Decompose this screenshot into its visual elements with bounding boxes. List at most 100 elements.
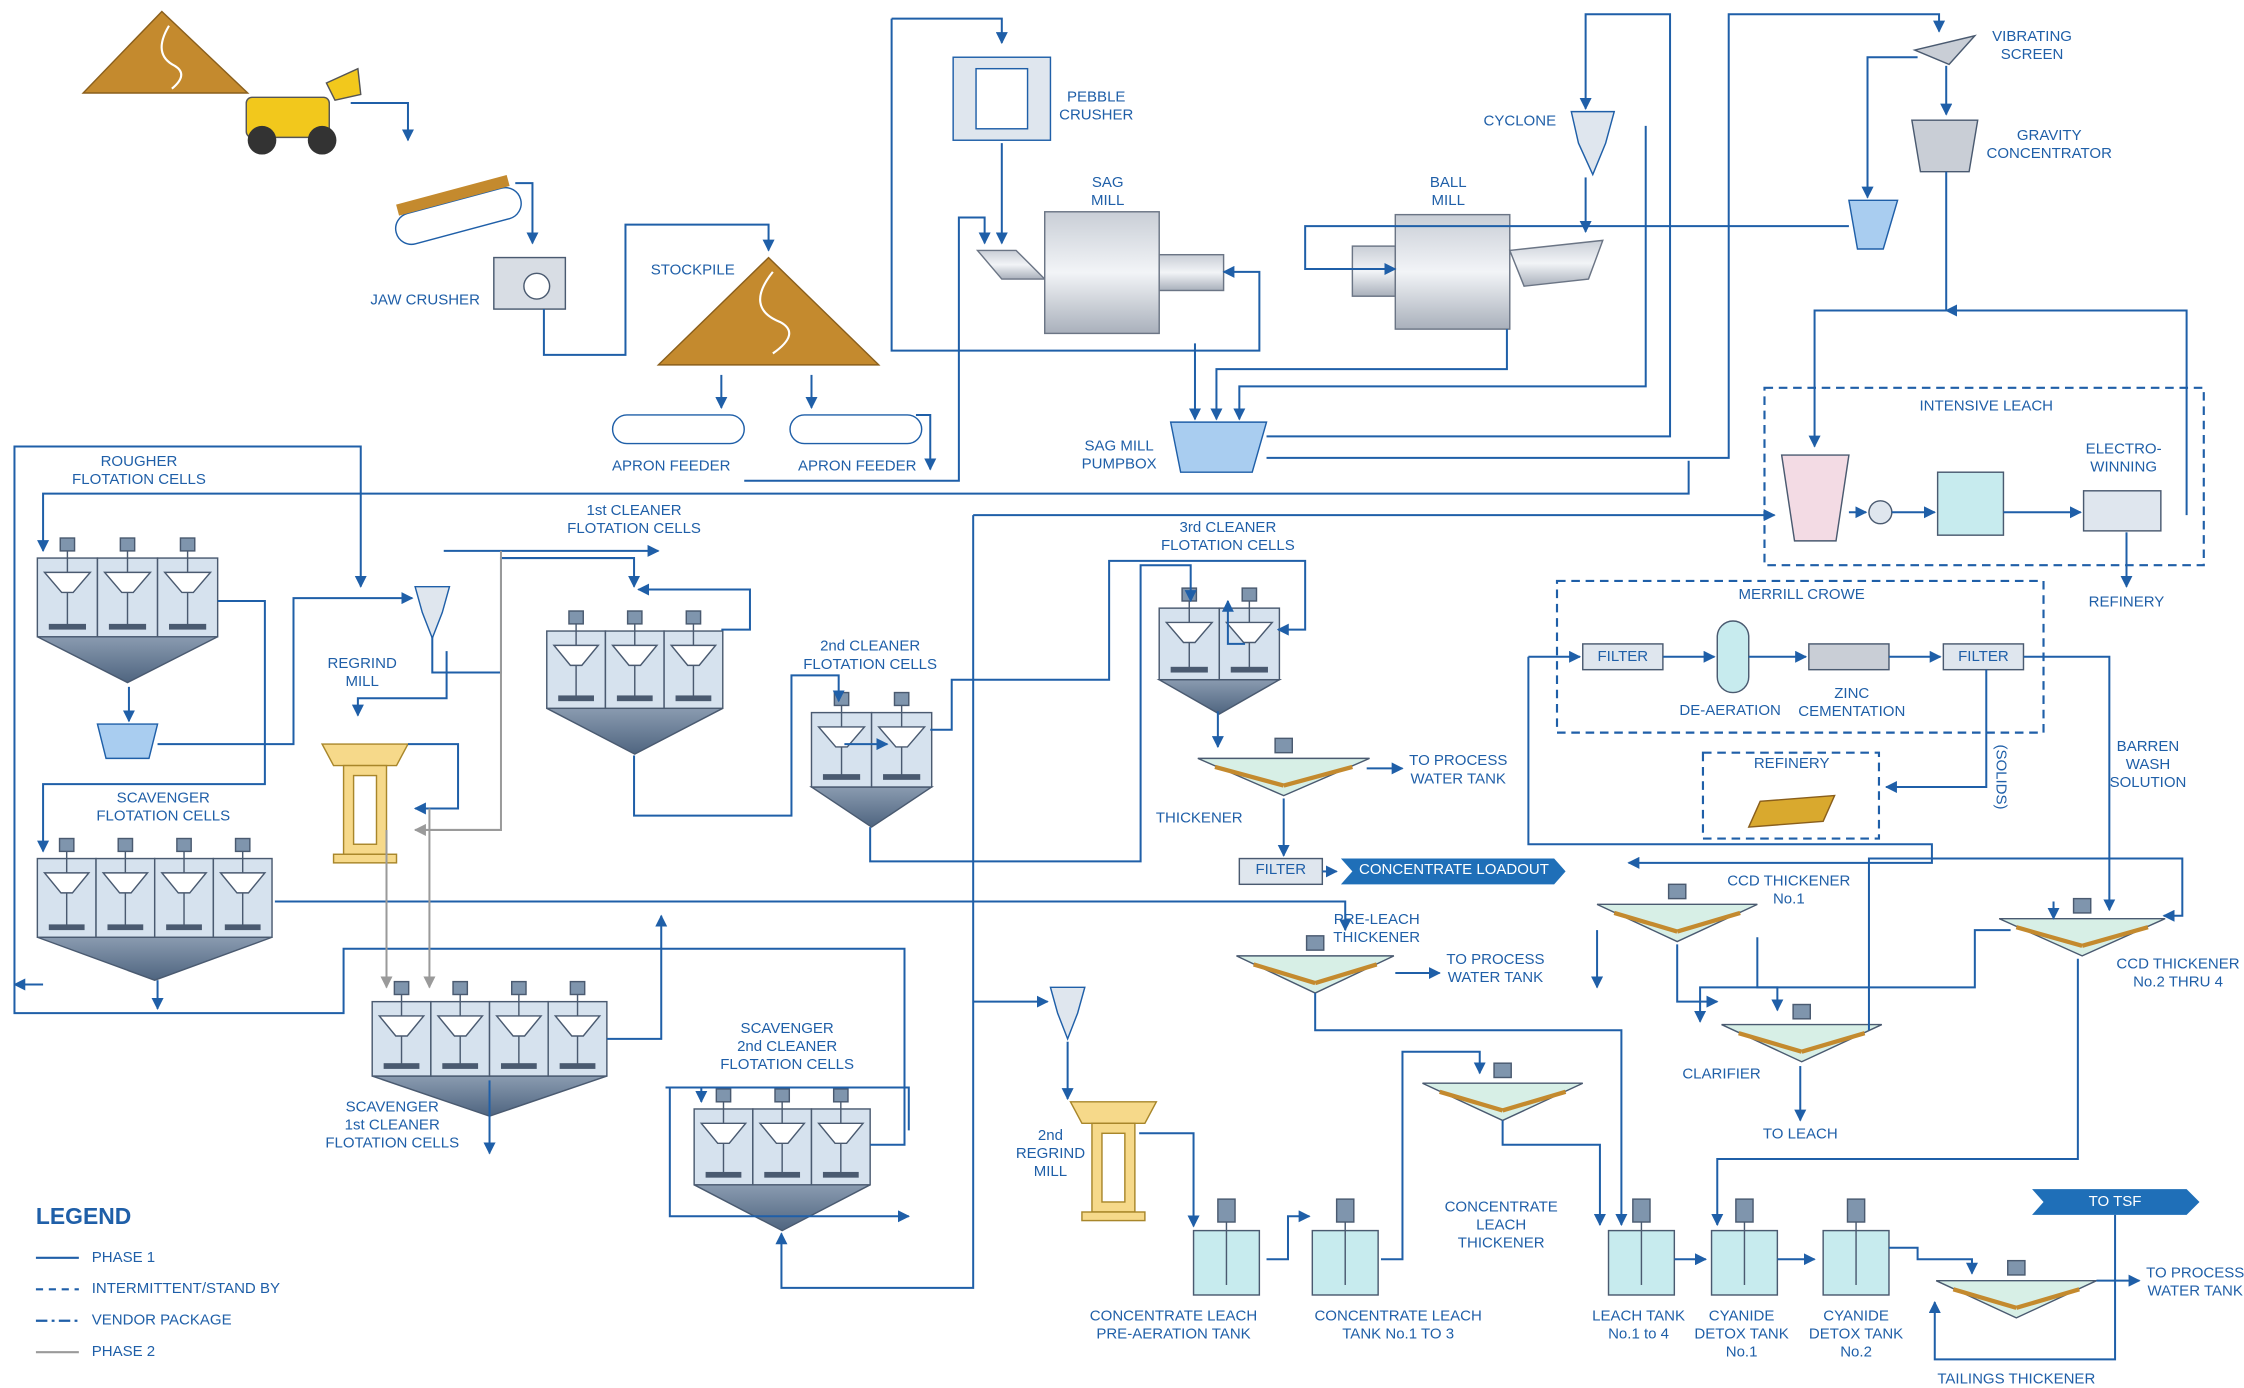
pipe [351,103,408,140]
label: MERRILL CROWE [1739,586,1865,603]
loader-wheel [248,126,277,155]
label: FILTER [1958,648,2009,665]
cell-rotor [501,1063,537,1069]
pipe [408,744,458,808]
electrowinning-cell [2084,491,2161,531]
label: SAG [1092,174,1124,191]
thickener-drive [1494,1063,1511,1077]
cell-drive [716,1089,730,1102]
cell-rotor [49,624,86,630]
hopper [97,724,157,758]
label: REGRIND [1016,1145,1085,1162]
label: No.1 [1726,1343,1758,1360]
process-flow-diagram: JAW CRUSHERSTOCKPILEPEBBLECRUSHERSAGMILL… [0,0,2244,1388]
cell-rotor [442,1063,478,1069]
label: WATER TANK [1448,969,1543,986]
legend-item: VENDOR PACKAGE [92,1312,232,1329]
pipe [1757,937,1777,1010]
pipe [2023,657,2109,910]
cell-drive [686,611,700,624]
label: WINNING [2090,458,2157,475]
cell-rotor [558,695,594,701]
loader-wheel [308,126,337,155]
pipe [1869,859,2182,1031]
pipe [1868,57,1918,197]
cell-rotor [764,1172,800,1178]
vibrating-screen [1915,36,1975,65]
label: CYANIDE [1823,1307,1889,1324]
label: STOCKPILE [651,261,735,278]
cell-rotor [676,695,712,701]
tank-drive [1736,1199,1753,1222]
apron-feeder [790,415,922,444]
flotation-hopper [547,708,723,754]
label: SCREEN [2001,46,2064,63]
label: CYCLONE [1484,113,1557,130]
cell-drive [775,1089,789,1102]
cell-rotor [166,924,202,930]
label: TO PROCESS [1409,752,1507,769]
thickener [1236,956,1393,993]
label: CONCENTRATE LEACH [1090,1307,1257,1324]
label: 2nd CLEANER [820,638,920,655]
label: PRE-AERATION TANK [1096,1325,1250,1342]
label: MILL [1091,192,1124,209]
label: FLOTATION CELLS [720,1056,854,1073]
cell-rotor [823,774,860,780]
label: 3rd CLEANER [1179,519,1276,536]
label: CLARIFIER [1682,1066,1761,1083]
deaeration-vessel [1717,621,1748,693]
leach-reactor [1782,455,1849,541]
regrind-mill-top [322,744,408,765]
label: MILL [345,673,378,690]
pipe [892,19,1002,43]
gravity-concentrator [1912,120,1978,172]
label: CONCENTRATE LOADOUT [1359,861,1549,878]
label: (SOLIDS) [1993,744,2010,809]
cell-rotor [823,1172,859,1178]
label: APRON FEEDER [612,457,731,474]
thickener [1422,1083,1582,1120]
thickener-drive [1307,936,1324,950]
flotation-hopper [811,787,931,827]
label: 1st CLEANER [586,502,681,519]
flotation-hopper [694,1185,870,1231]
label: JAW CRUSHER [370,291,480,308]
cell-rotor [883,774,920,780]
label: CONCENTRATE LEACH [1314,1307,1481,1324]
label: No.2 [1840,1343,1872,1360]
pipe [1717,959,2078,1225]
regrind-mill-core [1102,1133,1125,1202]
label: DETOX TANK [1809,1325,1903,1342]
label: PUMPBOX [1082,455,1157,472]
legend-item: PHASE 2 [92,1343,155,1360]
loader-bucket [326,69,360,100]
zinc-cementation-box [1809,644,1889,670]
pebble-crusher-core [976,69,1028,129]
tank-drive [1633,1199,1650,1222]
pipe [1889,1248,1972,1274]
pipe [607,916,661,1039]
label: FLOTATION CELLS [72,471,206,488]
thickener-drive [2074,899,2091,913]
leach-tank [1938,472,2004,535]
cell-drive [512,982,526,995]
label: WASH [2126,756,2171,773]
label: WATER TANK [2148,1283,2243,1300]
legend-item: PHASE 1 [92,1249,155,1266]
pump [1869,501,1892,524]
cell-rotor [617,695,653,701]
label: PEBBLE [1067,88,1125,105]
flotation-hopper [37,637,217,683]
label: TO PROCESS [2146,1264,2244,1281]
label: DE-AERATION [1679,702,1781,719]
thickener [1999,919,2165,956]
label: TO LEACH [1763,1126,1838,1143]
label: VIBRATING [1992,28,2072,45]
ball-discharge [1510,240,1603,286]
legend-item: INTERMITTENT/STAND BY [92,1280,280,1297]
label: WATER TANK [1411,770,1506,787]
cell-drive [118,839,132,852]
label: LEACH [1476,1217,1526,1234]
ore-handling [83,11,922,443]
